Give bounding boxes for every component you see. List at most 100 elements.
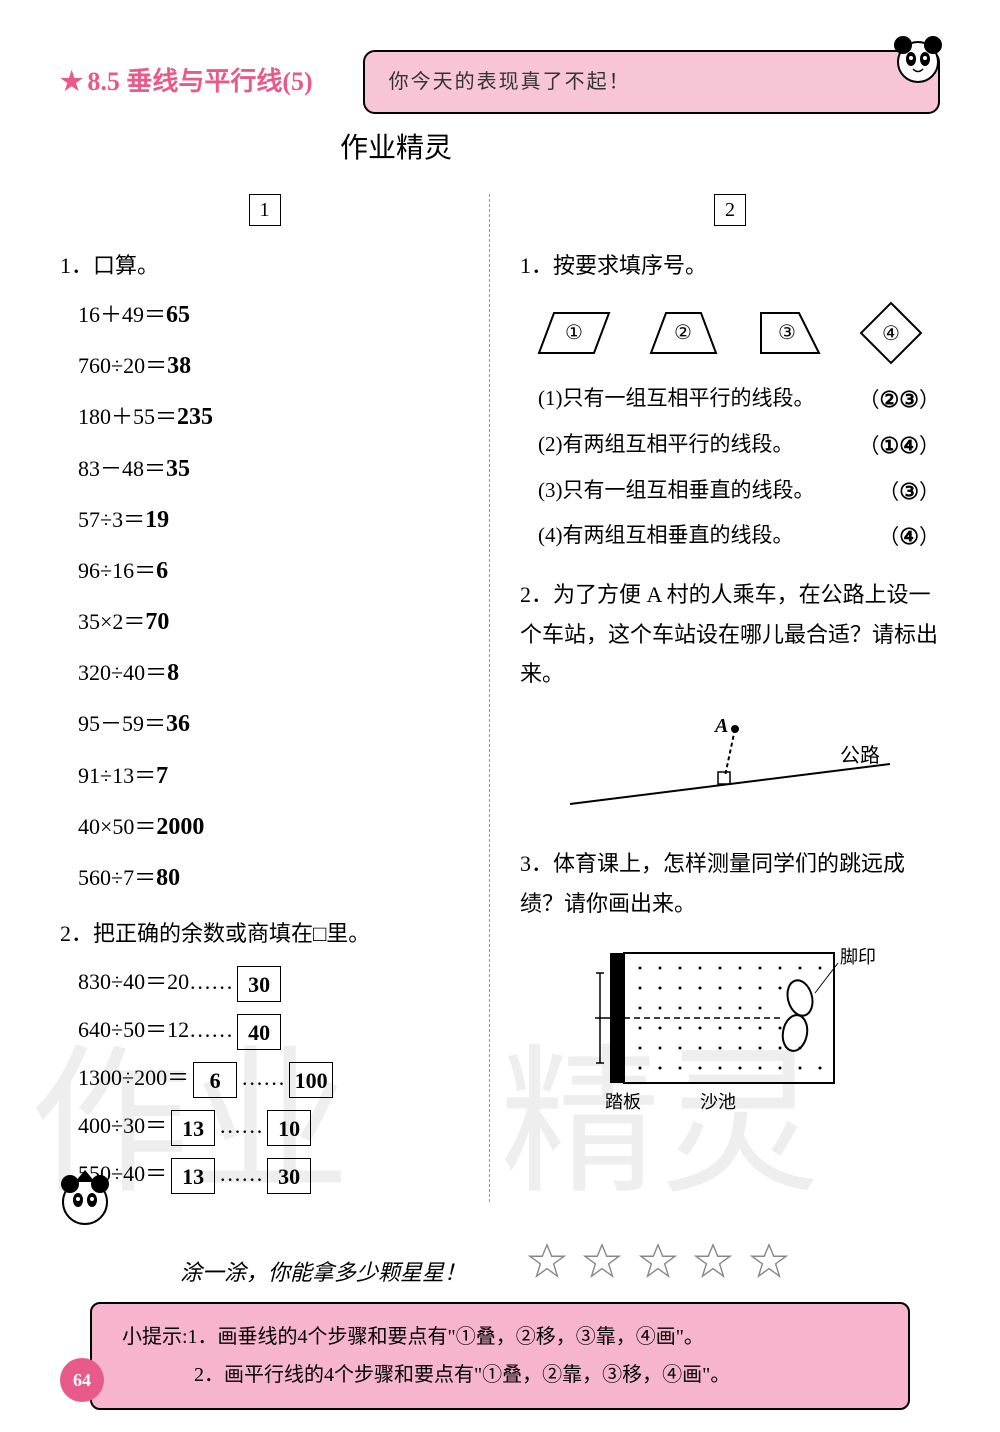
panda-icon: [888, 27, 948, 87]
c2-q3-title: 3．体育课上，怎样测量同学们的跳远成绩？请你画出来。: [520, 844, 940, 923]
tip-line-2: 2．画平行线的4个步骤和要点有"①叠，②靠，③移，④画"。: [194, 1356, 878, 1394]
calc-expr: 35×2＝: [78, 609, 145, 634]
section-title: ★8.5 垂线与平行线(5): [60, 59, 313, 106]
rem-expr: 830÷40＝20……: [78, 969, 233, 994]
q2-title: 2．把正确的余数或商填在□里。: [60, 914, 469, 954]
banner-text: 你今天的表现真了不起！: [389, 71, 631, 93]
c2-q2-title: 2．为了方便 A 村的人乘车，在公路上设一个车站，这个车站设在哪儿最合适？请标出…: [520, 575, 940, 694]
calc-line: 560÷7＝80: [78, 857, 469, 900]
sub-item: (3)只有一组互相垂直的线段。 （③）: [538, 472, 940, 512]
sub-item: (2)有两组互相平行的线段。 （①④）: [538, 426, 940, 466]
remainder-line: 830÷40＝20……30: [78, 962, 469, 1002]
sand-label: 沙池: [700, 1092, 736, 1112]
calc-expr: 760÷20＝: [78, 353, 167, 378]
column-2: 2 1．按要求填序号。 ① ② ③ ④ (1)只有一组互相平行的线段。（②③）(…: [500, 194, 940, 1201]
answer-box: 30: [267, 1158, 311, 1194]
calc-expr: 96÷16＝: [78, 558, 156, 583]
board-label: 踏板: [605, 1092, 641, 1112]
sub-item: (1)只有一组互相平行的线段。 （②③）: [538, 380, 940, 420]
calc-expr: 180＋55＝: [78, 404, 177, 429]
page-number: 64: [60, 1358, 104, 1402]
star-outline-icon: [583, 1242, 621, 1280]
header-row: ★8.5 垂线与平行线(5) 你今天的表现真了不起！: [60, 50, 940, 114]
calc-answer: 35: [166, 456, 190, 482]
remainder-line: 550÷40＝13……30: [78, 1154, 469, 1194]
calc-expr: 91÷13＝: [78, 763, 156, 788]
rem-mid: ……: [241, 1065, 285, 1090]
sub-text: (4)有两组互相垂直的线段。: [538, 517, 794, 557]
praise-banner: 你今天的表现真了不起！: [363, 50, 940, 114]
sub-text: (2)有两组互相平行的线段。: [538, 426, 794, 466]
sub-text: (1)只有一组互相平行的线段。: [538, 380, 815, 420]
calc-answer: 2000: [156, 814, 204, 840]
answer-box: 13: [171, 1110, 215, 1146]
calc-answer: 235: [177, 404, 213, 430]
sub-items-list: (1)只有一组互相平行的线段。 （②③） (2)有两组互相平行的线段。 （①④） (3)…: [520, 380, 940, 557]
main-content: 1 1．口算。 16＋49＝65 760÷20＝38 180＋55＝235 83－48…: [60, 194, 940, 1201]
calc-answer: 36: [166, 711, 190, 737]
sub-answer: （①④）: [859, 426, 940, 466]
sub-answer: （②③）: [859, 380, 940, 420]
footprint-label: 脚印: [840, 947, 876, 967]
shape-parallelogram: ①: [534, 305, 614, 360]
calc-expr: 83－48＝: [78, 456, 166, 481]
shape-trapezoid: ②: [641, 305, 721, 360]
calc-line: 91÷13＝7: [78, 755, 469, 798]
calcs-list: 16＋49＝65 760÷20＝38 180＋55＝235 83－48＝35 57÷3＝…: [60, 294, 469, 900]
sandpit-diagram: 脚印 踏板 沙池: [580, 943, 880, 1123]
calc-line: 95－59＝36: [78, 703, 469, 746]
calc-expr: 16＋49＝: [78, 302, 166, 327]
calc-answer: 6: [156, 558, 168, 584]
star-outline-icon: [750, 1242, 788, 1280]
calc-answer: 65: [166, 302, 190, 328]
calc-line: 760÷20＝38: [78, 345, 469, 388]
title-text: 8.5 垂线与平行线(5): [87, 67, 312, 96]
rem-expr: 400÷30＝: [78, 1113, 167, 1138]
section-box-1: 1: [249, 194, 281, 226]
remainders-list: 830÷40＝20……30640÷50＝12……401300÷200＝6……10…: [60, 962, 469, 1194]
road-label: 公路: [840, 744, 880, 767]
calc-expr: 57÷3＝: [78, 507, 145, 532]
calc-line: 320÷40＝8: [78, 652, 469, 695]
calc-line: 180＋55＝235: [78, 396, 469, 439]
shapes-row: ① ② ③ ④: [520, 298, 940, 368]
star-outline-icon: [639, 1242, 677, 1280]
answer-box: 6: [193, 1062, 237, 1098]
remainder-line: 1300÷200＝6……100: [78, 1058, 469, 1098]
stars-row: [522, 1242, 794, 1293]
panda-small-icon: [50, 1162, 120, 1232]
rating-text: 涂一涂，你能拿多少颗星星！: [180, 1260, 466, 1285]
calc-line: 40×50＝2000: [78, 806, 469, 849]
sub-text: (3)只有一组互相垂直的线段。: [538, 472, 815, 512]
star-icon: ★: [60, 67, 83, 96]
rating-line: 涂一涂，你能拿多少颗星星！: [180, 1242, 940, 1293]
calc-answer: 80: [156, 865, 180, 891]
c2-q1-title: 1．按要求填序号。: [520, 246, 940, 286]
calc-answer: 19: [145, 507, 169, 533]
star-outline-icon: [528, 1242, 566, 1280]
calc-answer: 38: [167, 353, 191, 379]
shape-label-4: ④: [882, 323, 900, 345]
calc-line: 16＋49＝65: [78, 294, 469, 337]
answer-box: 40: [237, 1014, 281, 1050]
tip-line-1: 小提示:1．画垂线的4个步骤和要点有"①叠，②移，③靠，④画"。: [122, 1318, 878, 1356]
answer-box: 13: [171, 1158, 215, 1194]
shape-label-1: ①: [565, 322, 583, 344]
calc-expr: 560÷7＝: [78, 865, 156, 890]
sub-answer: （③）: [878, 472, 940, 512]
calc-line: 35×2＝70: [78, 601, 469, 644]
remainder-line: 640÷50＝12……40: [78, 1010, 469, 1050]
point-a-label: A: [713, 715, 728, 737]
calc-answer: 8: [167, 660, 179, 686]
calc-expr: 40×50＝: [78, 814, 156, 839]
remainder-line: 400÷30＝13……10: [78, 1106, 469, 1146]
center-handwriting: 作业精灵: [340, 124, 940, 174]
answer-box: 100: [289, 1062, 333, 1098]
q1-title: 1．口算。: [60, 246, 469, 286]
star-outline-icon: [694, 1242, 732, 1280]
rem-mid: ……: [219, 1113, 263, 1138]
rem-expr: 1300÷200＝: [78, 1065, 189, 1090]
sub-answer: （④）: [878, 517, 940, 557]
calc-answer: 7: [156, 763, 168, 789]
calc-expr: 95－59＝: [78, 711, 166, 736]
